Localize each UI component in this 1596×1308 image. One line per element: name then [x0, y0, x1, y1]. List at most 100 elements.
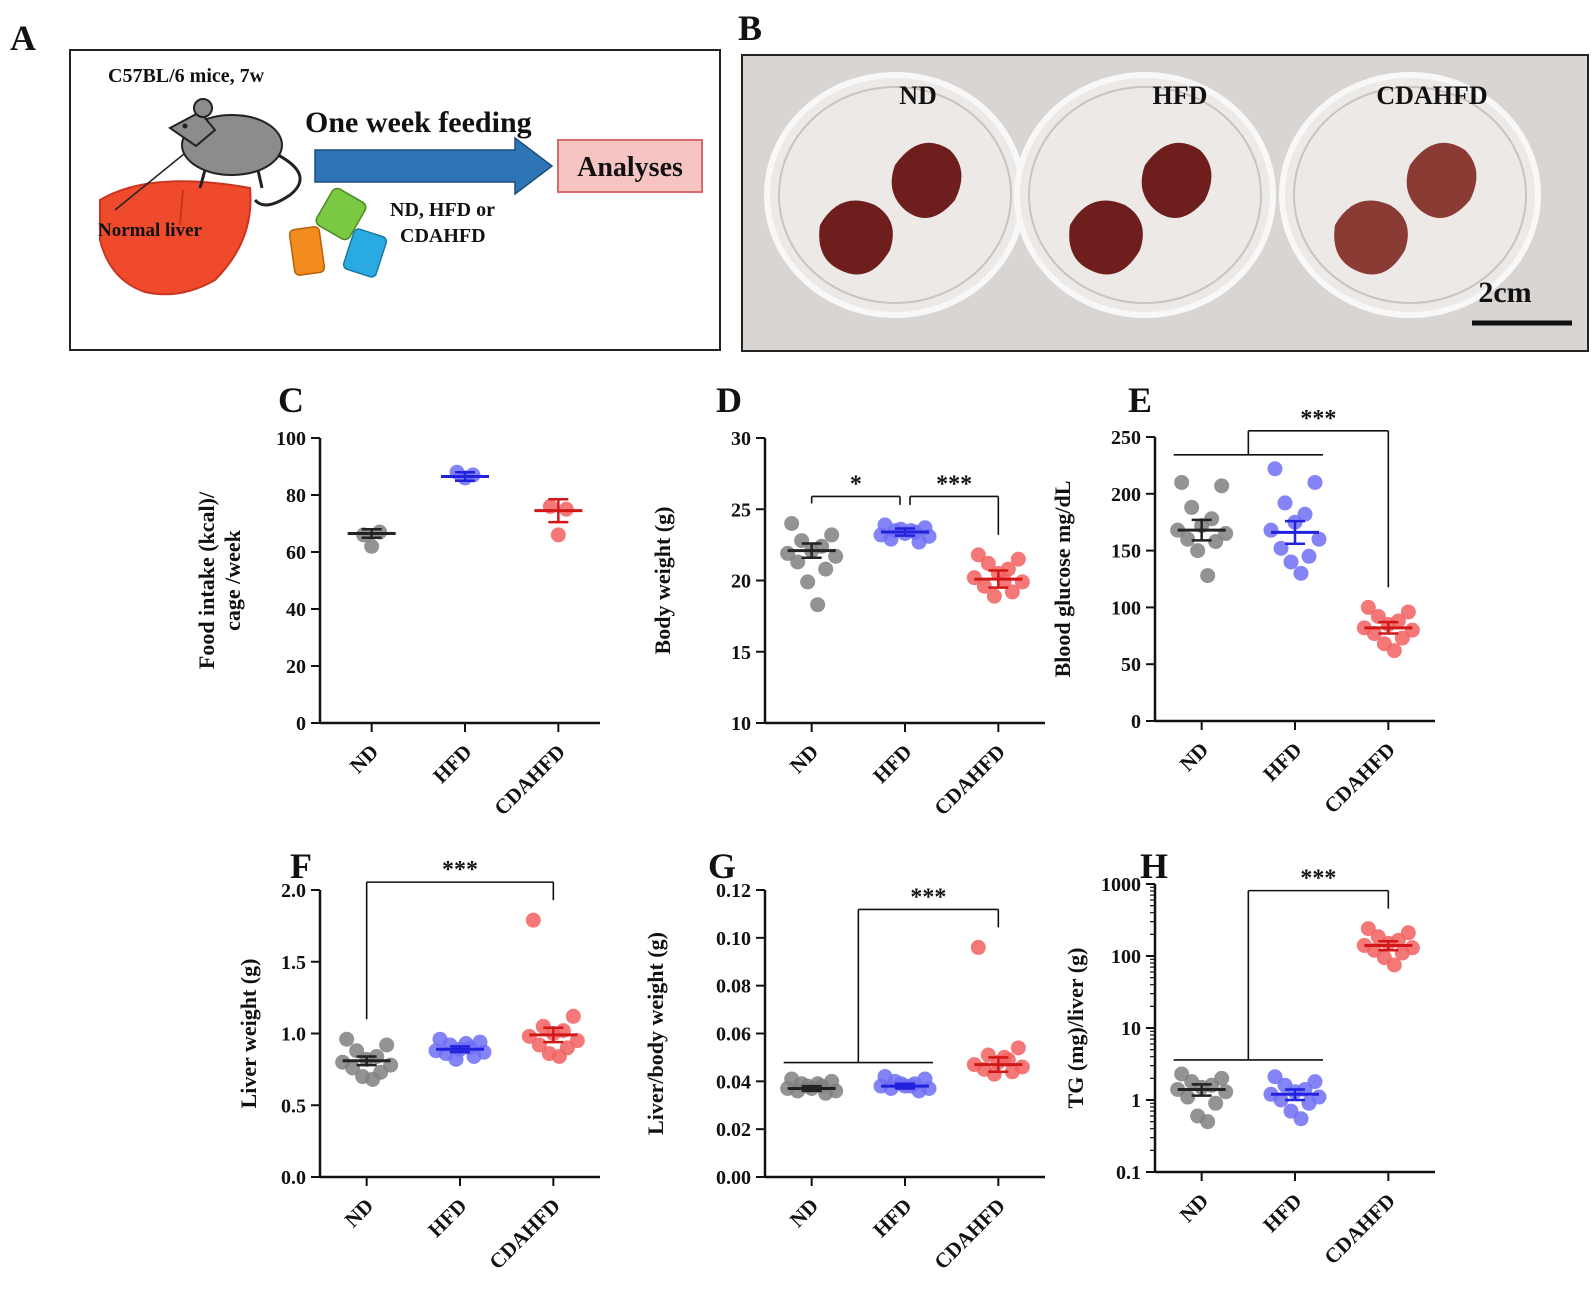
- significance-label: ***: [1300, 406, 1336, 432]
- data-point: [365, 1071, 381, 1087]
- data-point: [1208, 534, 1224, 550]
- y-tick-label: 100: [276, 428, 306, 450]
- diet-label-1: ND, HFD or: [390, 199, 495, 221]
- y-tick-label: 1.5: [281, 952, 306, 974]
- panel-d-letter: D: [716, 380, 742, 420]
- y-tick-label: 0: [1131, 711, 1141, 733]
- x-tick-label: ND: [785, 740, 823, 778]
- data-point: [818, 561, 834, 577]
- y-tick-label: 1000: [1101, 874, 1141, 896]
- data-point: [828, 548, 844, 564]
- significance-label: ***: [910, 884, 946, 910]
- data-point: [551, 1048, 567, 1064]
- data-point: [1360, 599, 1376, 615]
- data-point: [970, 547, 986, 563]
- data-point: [1311, 531, 1327, 547]
- significance-label: ***: [442, 857, 478, 883]
- y-tick-label: 50: [1121, 654, 1141, 676]
- data-point: [1214, 478, 1230, 494]
- chart-f: 0.0 0.5 1.0 1.5 2.0 ND HFD CDAHFD Liver weight (…: [236, 857, 600, 1274]
- data-point: [1307, 474, 1323, 490]
- dish-label-nd: ND: [899, 81, 937, 110]
- panel-a-letter: A: [10, 18, 36, 58]
- liver-sample-icon: [1406, 142, 1477, 218]
- panel-e-letter: E: [1128, 380, 1152, 420]
- y-tick-label: 0.12: [716, 880, 751, 902]
- data-point: [565, 1008, 581, 1024]
- data-point: [339, 1031, 355, 1047]
- panel-c-letter: C: [278, 380, 304, 420]
- data-point: [1174, 474, 1190, 490]
- data-point: [1004, 1064, 1020, 1080]
- data-point: [1200, 568, 1216, 584]
- data-point: [1400, 604, 1416, 620]
- petri-dish-rim: [1293, 86, 1527, 304]
- y-tick-label: 0.10: [716, 928, 751, 950]
- data-point: [1360, 921, 1376, 937]
- liver-sample-icon: [819, 200, 893, 275]
- x-tick-label: HFD: [428, 740, 476, 788]
- significance-label: ***: [936, 471, 972, 497]
- data-point: [531, 1037, 547, 1053]
- y-tick-label: 150: [1111, 541, 1141, 563]
- x-tick-label: CDAHFD: [1319, 738, 1399, 818]
- petri-dish-icon: [764, 72, 1541, 318]
- chart-c: 0 20 40 60 80 100 ND HFD CDAHFD Food intake (kcal…: [194, 428, 600, 820]
- panel-h-letter: H: [1140, 846, 1168, 886]
- x-tick-label: CDAHFD: [1319, 1189, 1399, 1269]
- data-point: [448, 1051, 464, 1067]
- data-point: [986, 588, 1002, 604]
- data-point: [550, 527, 566, 543]
- food-pellet-icon: [288, 187, 388, 278]
- data-point: [1200, 1114, 1216, 1130]
- y-axis-label: Blood glucose mg/dL: [1050, 481, 1075, 678]
- x-tick-label: ND: [1175, 738, 1213, 776]
- mouse-label: C57BL/6 mice, 7w: [108, 65, 265, 87]
- significance-label: ***: [1300, 866, 1336, 892]
- panel-g-letter: G: [708, 846, 736, 886]
- scale-bar-label: 2cm: [1478, 276, 1531, 309]
- data-point: [1366, 626, 1382, 642]
- x-tick-label: HFD: [868, 740, 916, 788]
- chart-g: 0.00 0.02 0.04 0.06 0.08 0.10 0.12 ND HFD CDAHFD L…: [643, 880, 1045, 1274]
- petri-dish-rim: [778, 86, 1012, 304]
- y-axis-label: TG (mg)/liver (g): [1063, 948, 1088, 1109]
- liver-sample-icon: [1141, 142, 1212, 218]
- data-point: [1277, 495, 1293, 511]
- y-tick-label: 0.1: [1116, 1162, 1141, 1184]
- data-point: [1273, 1092, 1289, 1108]
- data-point: [1283, 554, 1299, 570]
- data-point: [1184, 499, 1200, 515]
- y-tick-label: 200: [1111, 484, 1141, 506]
- y-tick-label: 0.08: [716, 976, 751, 998]
- data-point: [784, 516, 800, 531]
- data-point: [911, 534, 927, 550]
- diet-label-2: CDAHFD: [400, 225, 486, 247]
- y-axis-label: Liver/body weight (g): [643, 932, 668, 1135]
- y-tick-label: 25: [731, 499, 751, 521]
- y-tick-label: 10: [1121, 1018, 1141, 1040]
- data-point: [345, 1060, 361, 1076]
- y-axis-label: Body weight (g): [650, 507, 675, 655]
- panel-f-letter: F: [290, 846, 312, 886]
- data-point: [1180, 531, 1196, 547]
- data-point: [1004, 584, 1020, 600]
- significance-label: *: [850, 471, 862, 497]
- x-tick-label: HFD: [868, 1194, 916, 1242]
- y-tick-label: 1.0: [281, 1024, 306, 1046]
- dish-label-hfd: HFD: [1153, 81, 1208, 110]
- y-tick-label: 2.0: [281, 880, 306, 902]
- data-point: [1297, 506, 1313, 522]
- mouse-icon: [114, 98, 302, 211]
- panel-a: A Normal liver C57BL/6 mice, 7w One week…: [10, 18, 721, 351]
- data-point: [883, 531, 899, 547]
- dish-label-cdahfd: CDAHFD: [1376, 81, 1487, 110]
- x-tick-label: HFD: [423, 1194, 471, 1242]
- liver-icon: [99, 180, 252, 296]
- data-point: [1267, 461, 1283, 477]
- y-tick-label: 20: [286, 656, 306, 678]
- data-point: [790, 554, 806, 570]
- data-point: [1293, 565, 1309, 581]
- x-tick-label: ND: [345, 740, 383, 778]
